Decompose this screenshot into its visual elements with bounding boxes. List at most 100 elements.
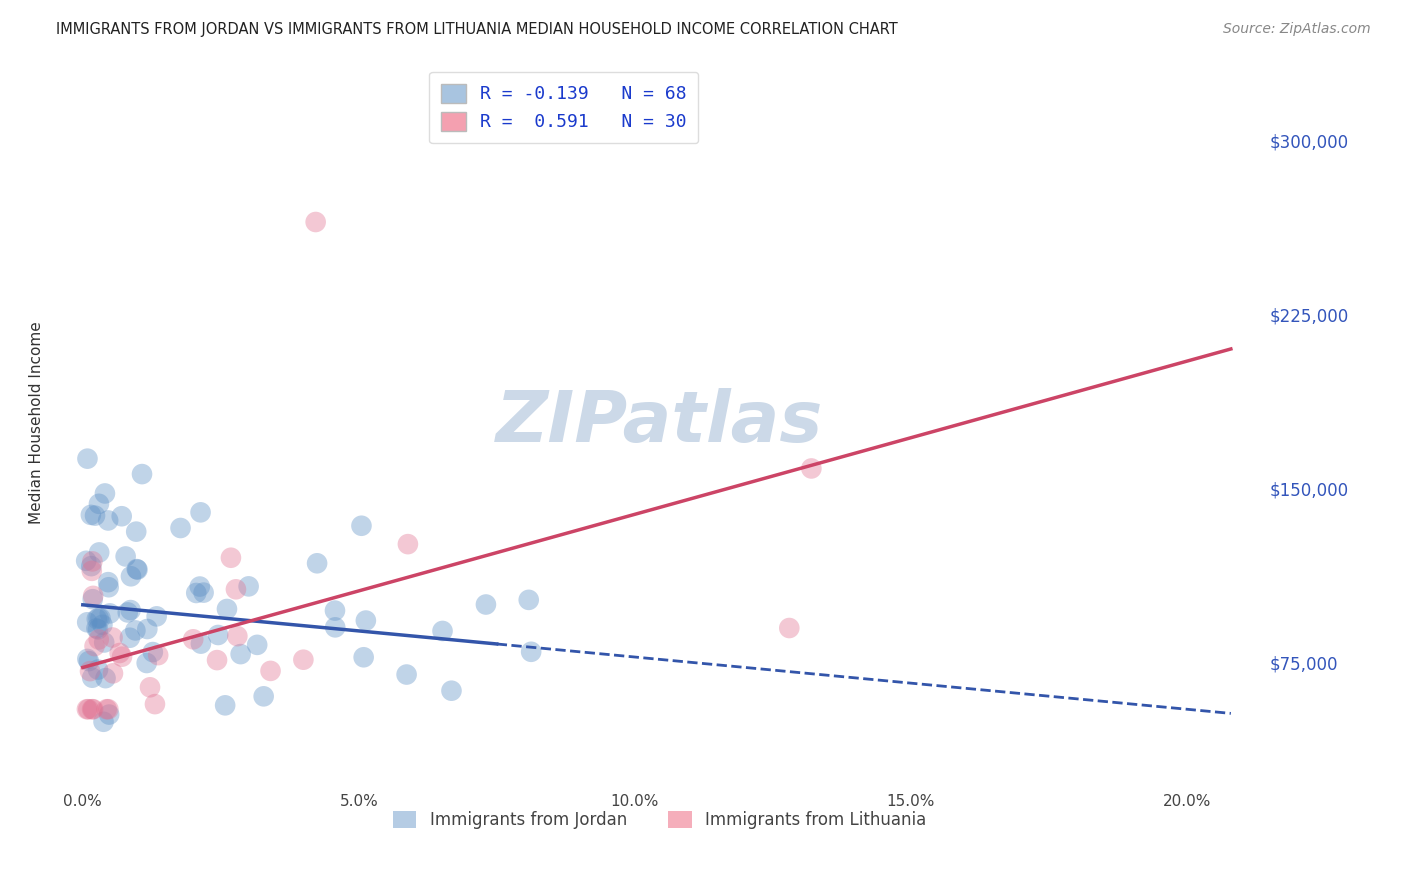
Text: Source: ZipAtlas.com: Source: ZipAtlas.com [1223,22,1371,37]
Point [77,654,100,668]
Point [87,497,110,511]
Point [79,664,101,678]
Point [127,563,149,577]
Point [84,508,107,523]
Point [207,628,229,642]
Point [169,521,191,535]
Point [93,714,115,729]
Point [136,622,159,636]
Point [82,702,104,716]
Point [82,671,104,685]
Point [517,592,540,607]
Point [120,569,142,583]
Point [76,451,98,466]
Point [214,698,236,713]
Point [292,653,315,667]
Point [440,683,463,698]
Point [323,604,346,618]
Point [80,559,103,574]
Point [135,656,157,670]
Point [188,580,211,594]
Point [124,624,146,638]
Point [98,607,121,621]
Point [97,575,120,590]
Point [219,550,242,565]
Point [87,623,110,637]
Point [77,702,100,716]
Point [139,681,162,695]
Point [93,635,115,649]
Point [259,664,281,678]
Point [396,537,419,551]
Point [89,545,111,559]
Point [432,624,454,638]
Legend: Immigrants from Jordan, Immigrants from Lithuania: Immigrants from Jordan, Immigrants from … [387,804,934,836]
Point [305,215,328,229]
Point [82,592,104,607]
Point [86,621,108,635]
Point [97,513,120,527]
Point [395,667,418,681]
Point [111,509,134,524]
Point [226,629,249,643]
Point [193,585,215,599]
Point [76,615,98,630]
Point [225,582,247,597]
Point [114,549,136,564]
Point [215,602,238,616]
Point [475,598,498,612]
Point [94,486,117,500]
Point [238,579,260,593]
Point [87,632,110,647]
Point [131,467,153,481]
Point [87,611,110,625]
Point [82,554,104,568]
Text: IMMIGRANTS FROM JORDAN VS IMMIGRANTS FROM LITHUANIA MEDIAN HOUSEHOLD INCOME CORR: IMMIGRANTS FROM JORDAN VS IMMIGRANTS FRO… [56,22,898,37]
Point [97,580,120,594]
Point [143,697,166,711]
Point [125,524,148,539]
Point [117,606,139,620]
Point [186,586,208,600]
Point [229,647,252,661]
Point [82,702,104,716]
Point [120,603,142,617]
Point [89,611,111,625]
Point [80,508,103,522]
Point [83,639,105,653]
Point [778,621,800,635]
Point [148,648,170,662]
Point [76,652,98,666]
Point [101,666,124,681]
Point [142,645,165,659]
Point [97,702,120,716]
Point [354,614,377,628]
Point [80,564,103,578]
Point [350,518,373,533]
Point [76,702,98,716]
Point [101,631,124,645]
Point [190,505,212,519]
Point [87,663,110,677]
Y-axis label: Median Household Income: Median Household Income [30,321,44,524]
Point [111,649,134,664]
Point [108,646,131,660]
Point [323,620,346,634]
Point [246,638,269,652]
Point [94,671,117,685]
Text: ZIPatlas: ZIPatlas [496,388,824,458]
Point [75,554,97,568]
Point [307,556,329,570]
Point [253,690,276,704]
Point [520,645,543,659]
Point [98,707,121,722]
Point [96,702,118,716]
Point [353,650,375,665]
Point [125,562,148,576]
Point [190,637,212,651]
Point [181,632,204,647]
Point [800,461,823,475]
Point [91,617,114,632]
Point [86,612,108,626]
Point [205,653,228,667]
